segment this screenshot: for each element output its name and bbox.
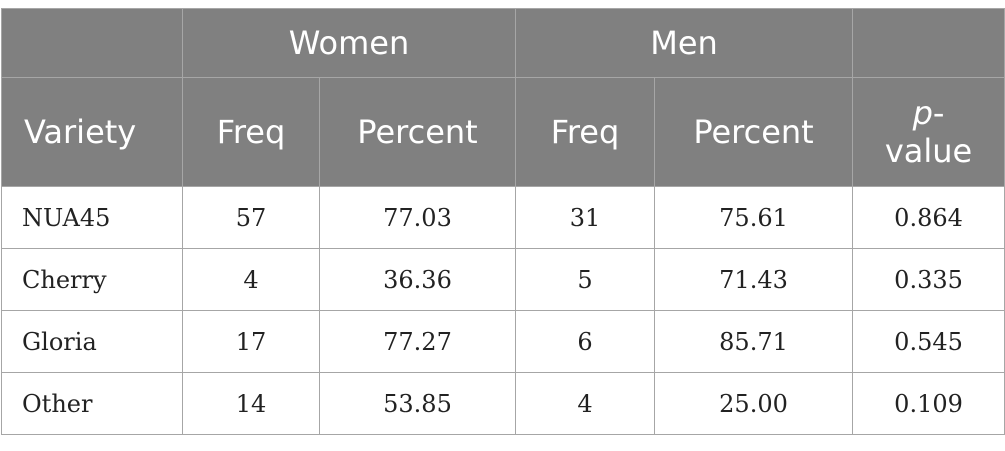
- cell-men-freq: 5: [515, 248, 656, 311]
- cell-men-freq: 4: [515, 372, 656, 435]
- cell-men-freq: 31: [515, 186, 656, 249]
- cell-pvalue: 0.335: [852, 248, 1005, 311]
- cell-men-percent: 71.43: [654, 248, 854, 311]
- table-row: Cherry 4 36.36 5 71.43 0.335: [1, 248, 1005, 311]
- pvalue-dash: -: [932, 94, 945, 132]
- cell-women-percent: 77.03: [318, 186, 517, 249]
- pvalue-word: value: [884, 132, 973, 170]
- table-body: NUA45 57 77.03 31 75.61 0.864 Cherry 4 3…: [1, 186, 1005, 435]
- header-men-freq: Freq: [515, 77, 656, 187]
- header-empty-corner: [1, 8, 183, 78]
- cell-men-percent: 75.61: [654, 186, 854, 249]
- cell-pvalue: 0.109: [852, 372, 1005, 435]
- cell-variety: Gloria: [1, 310, 183, 373]
- cell-variety: Other: [1, 372, 183, 435]
- table-row: Gloria 17 77.27 6 85.71 0.545: [1, 310, 1005, 373]
- header-empty-pvalue-group: [852, 8, 1005, 78]
- cell-pvalue: 0.545: [852, 310, 1005, 373]
- table-header: Women Men Variety Freq Percent Freq Perc…: [1, 8, 1005, 187]
- header-label-row: Variety Freq Percent Freq Percent p-valu…: [1, 77, 1005, 187]
- pvalue-label: p-value: [885, 94, 972, 170]
- cell-men-percent: 25.00: [654, 372, 854, 435]
- cell-men-freq: 6: [515, 310, 656, 373]
- pvalue-p-letter: p: [912, 94, 933, 132]
- cell-women-freq: 14: [182, 372, 320, 435]
- header-group-women: Women: [181, 8, 517, 78]
- header-women-percent: Percent: [318, 77, 517, 187]
- table-row: NUA45 57 77.03 31 75.61 0.864: [1, 186, 1005, 249]
- header-women-freq: Freq: [182, 77, 320, 187]
- cell-women-percent: 53.85: [318, 372, 517, 435]
- table-row: Other 14 53.85 4 25.00 0.109: [1, 372, 1005, 435]
- cell-men-percent: 85.71: [654, 310, 854, 373]
- header-variety: Variety: [1, 77, 183, 187]
- cell-women-freq: 17: [182, 310, 320, 373]
- header-group-row: Women Men: [1, 8, 1005, 78]
- cell-women-freq: 4: [182, 248, 320, 311]
- cell-pvalue: 0.864: [852, 186, 1005, 249]
- header-group-men: Men: [515, 8, 854, 78]
- header-men-percent: Percent: [654, 77, 854, 187]
- cell-women-freq: 57: [182, 186, 320, 249]
- cell-variety: Cherry: [1, 248, 183, 311]
- cell-variety: NUA45: [1, 186, 183, 249]
- cell-women-percent: 77.27: [318, 310, 517, 373]
- variety-frequency-table: Women Men Variety Freq Percent Freq Perc…: [1, 8, 1005, 435]
- header-pvalue: p-value: [852, 77, 1005, 187]
- cell-women-percent: 36.36: [318, 248, 517, 311]
